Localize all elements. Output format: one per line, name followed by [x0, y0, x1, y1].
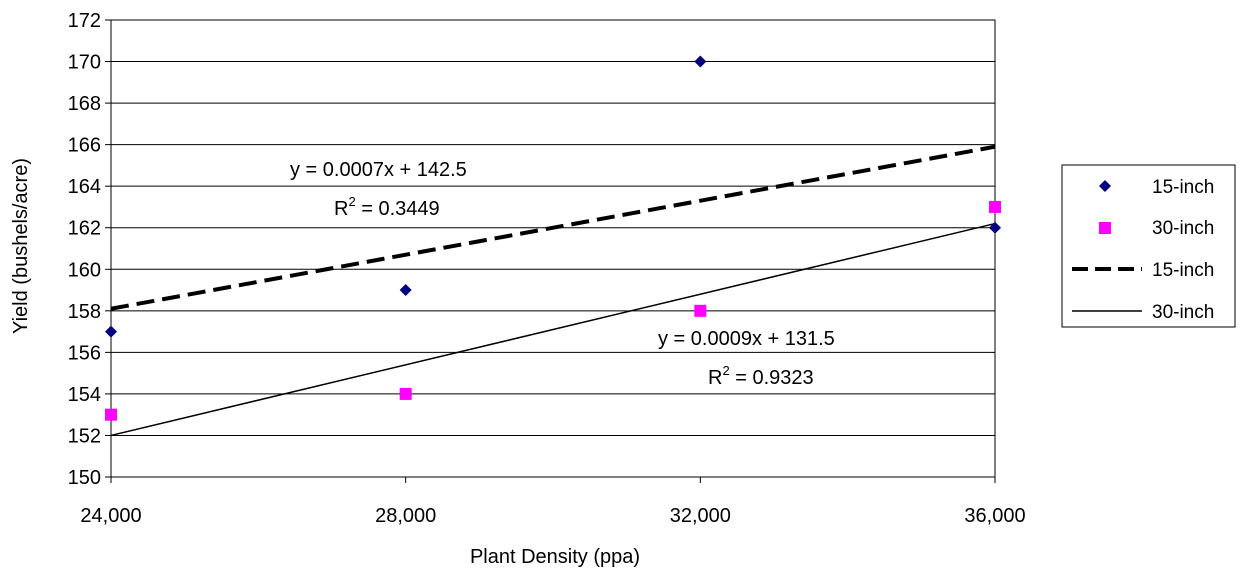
y-tick-label: 158 [68, 301, 101, 323]
legend-label: 30-inch [1152, 218, 1214, 239]
y-tick-label: 160 [68, 259, 101, 281]
y-tick-label: 152 [68, 425, 101, 447]
data-point-30-inch [694, 304, 707, 317]
x-axis: 24,000 28,000 32,000 36,000 [80, 477, 1026, 527]
y-tick-label: 162 [68, 218, 101, 240]
y-axis-title: Yield (bushels/acre) [10, 158, 32, 334]
legend: 15-inch 30-inch 15-inch 30-inch [1061, 164, 1236, 328]
legend-item-15-inch-points: 15-inch [1099, 177, 1214, 198]
x-tick-label: 32,000 [670, 505, 731, 527]
trendline-15-r-squared: R2 = 0.3449 [334, 194, 440, 220]
legend-label: 15-inch [1152, 260, 1214, 281]
r2-prefix: R [708, 367, 722, 389]
r2-prefix: R [334, 198, 348, 220]
square-marker-icon [1099, 222, 1111, 234]
x-tick-label: 36,000 [964, 505, 1025, 527]
gridlines [111, 19, 995, 478]
legend-item-30-inch-points: 30-inch [1099, 218, 1214, 239]
y-tick-label: 166 [68, 135, 101, 157]
y-tick-label: 156 [68, 342, 101, 364]
data-point-15-inch [694, 55, 707, 68]
y-tick-label: 164 [68, 176, 101, 198]
y-axis: 150 152 154 156 158 160 162 164 166 168 170 172 [68, 10, 111, 489]
plot-area [110, 19, 996, 478]
data-point-15-inch [105, 325, 117, 338]
data-point-30-inch [399, 387, 412, 400]
legend-label: 15-inch [1152, 177, 1214, 198]
trendline-30-inch-solid [110, 222, 996, 437]
x-axis-title: Plant Density (ppa) [470, 546, 640, 568]
r2-value: = 0.9323 [730, 367, 814, 389]
trendline-30-r-squared: R2 = 0.9323 [708, 363, 814, 389]
trendline-15-equation: y = 0.0007x + 142.5 [290, 159, 467, 181]
y-tick-label: 172 [68, 10, 101, 32]
x-tick-label: 24,000 [80, 505, 141, 527]
data-point-30-inch [105, 408, 117, 421]
legend-item-15-inch-trendline: 15-inch [1072, 260, 1214, 281]
diamond-marker-icon [1099, 180, 1111, 192]
y-tick-label: 168 [68, 93, 101, 115]
legend-item-30-inch-trendline: 30-inch [1072, 302, 1214, 323]
data-points [105, 55, 1001, 421]
y-tick-label: 170 [68, 52, 101, 74]
trendline-30-equation: y = 0.0009x + 131.5 [658, 328, 835, 350]
r2-superscript: 2 [348, 194, 355, 209]
r2-value: = 0.3449 [356, 198, 440, 220]
y-tick-label: 150 [68, 467, 101, 489]
data-point-15-inch [989, 221, 1001, 234]
y-tick-label: 154 [68, 384, 101, 406]
legend-box [1061, 164, 1236, 328]
data-point-30-inch [989, 200, 1001, 213]
x-tick-label: 28,000 [375, 505, 436, 527]
data-point-15-inch [399, 284, 412, 297]
trendlines [110, 144, 996, 437]
legend-label: 30-inch [1152, 302, 1214, 323]
r2-superscript: 2 [722, 363, 729, 378]
trendline-15-inch-dashed [110, 144, 996, 311]
